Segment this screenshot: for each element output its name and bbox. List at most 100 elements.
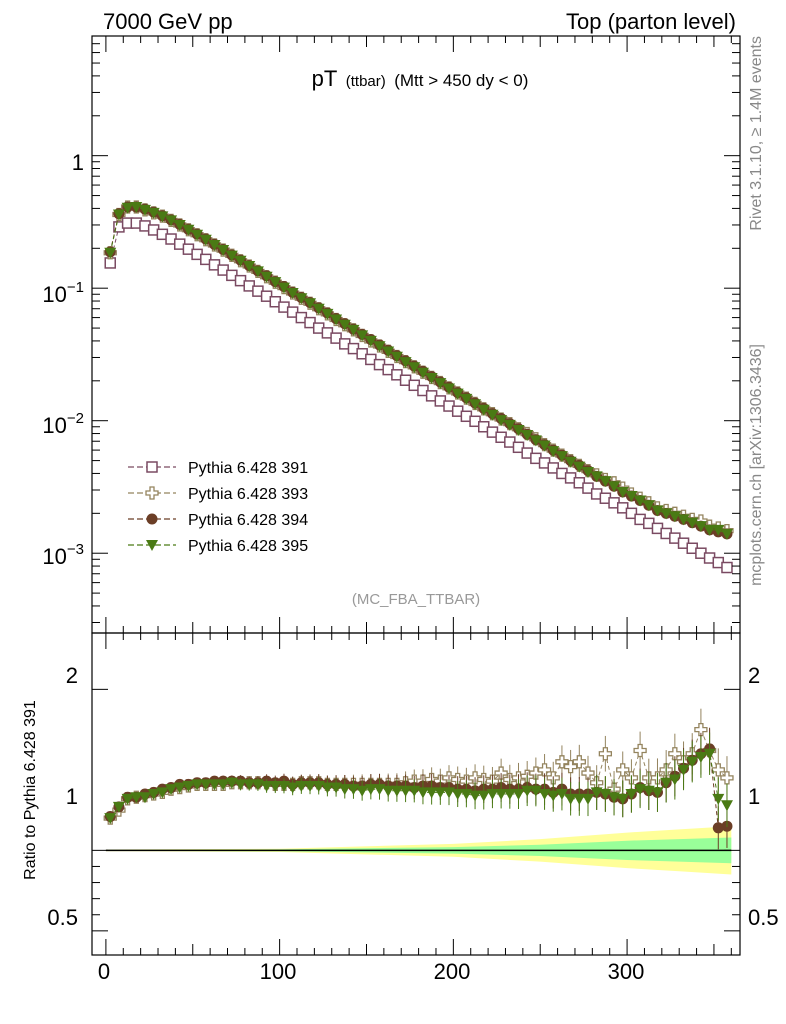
ratio-data-point bbox=[251, 779, 264, 791]
main-y-tick-label-0.1: 10−1 bbox=[42, 279, 84, 307]
ratio-data-point bbox=[356, 785, 369, 797]
ratio-data-point bbox=[208, 779, 221, 791]
ratio-data-point bbox=[460, 789, 473, 800]
ratio-data-point bbox=[469, 790, 482, 802]
main-data-point bbox=[625, 491, 638, 503]
ratio-data-point bbox=[503, 789, 516, 800]
ratio-data-point bbox=[434, 787, 447, 799]
ratio-data-point bbox=[330, 782, 343, 794]
main-data-point bbox=[512, 441, 525, 454]
main-data-point bbox=[165, 215, 178, 227]
legend-marker bbox=[146, 540, 158, 551]
ratio-data-point bbox=[138, 792, 151, 804]
main-data-point bbox=[399, 357, 412, 369]
ratio-data-point bbox=[295, 780, 308, 792]
ratio-y-tick-label-left-2: 2 bbox=[66, 663, 78, 688]
ratio-data-point bbox=[260, 780, 273, 792]
ratio-data-point bbox=[537, 763, 552, 777]
main-data-point bbox=[338, 319, 351, 331]
ratio-data-point bbox=[199, 779, 212, 791]
main-data-point bbox=[173, 219, 186, 231]
ratio-data-point bbox=[494, 766, 508, 780]
main-data-point bbox=[625, 507, 638, 520]
x-tick-label-200: 200 bbox=[434, 959, 471, 984]
ratio-data-point bbox=[555, 789, 568, 800]
ratio-data-point bbox=[581, 793, 594, 805]
main-data-point bbox=[538, 440, 551, 452]
ratio-data-point bbox=[156, 787, 169, 799]
ratio-y-tick-label-left-1: 1 bbox=[66, 784, 78, 809]
legend-marker bbox=[146, 513, 158, 525]
rivet-label: Rivet 3.1.10, ≥ 1.4M events bbox=[748, 36, 765, 231]
main-plot bbox=[91, 35, 741, 634]
ratio-data-point bbox=[364, 784, 377, 796]
main-data-point bbox=[295, 293, 308, 305]
ratio-data-point bbox=[182, 780, 195, 792]
main-data-point bbox=[269, 277, 282, 289]
ratio-data-point bbox=[711, 763, 725, 777]
ratio-data-point bbox=[694, 722, 708, 737]
ratio-data-point bbox=[112, 801, 125, 813]
ratio-data-point bbox=[529, 766, 543, 780]
ratio-data-point bbox=[563, 759, 578, 774]
main-data-point bbox=[416, 367, 429, 379]
ratio-data-point bbox=[634, 784, 647, 796]
ratio-data-point bbox=[720, 800, 733, 812]
main-data-point bbox=[217, 245, 230, 257]
main-data-point bbox=[225, 250, 238, 262]
main-data-point bbox=[321, 308, 334, 320]
main-data-point bbox=[451, 388, 464, 400]
main-data-point bbox=[390, 351, 403, 363]
main-data-point bbox=[634, 495, 647, 507]
ratio-data-point bbox=[581, 766, 595, 780]
plot-title-cond: (Mtt > 450 dy < 0) bbox=[394, 71, 528, 90]
ratio-data-point bbox=[495, 789, 508, 800]
plot-title-sub: (ttbar) bbox=[346, 73, 386, 90]
main-data-point bbox=[529, 435, 542, 447]
legend-label: Pythia 6.428 391 bbox=[188, 460, 308, 477]
main-y-tick-label-1: 1 bbox=[72, 150, 84, 175]
main-data-point bbox=[660, 508, 673, 520]
ratio-data-point bbox=[173, 782, 186, 794]
ratio-data-point bbox=[572, 755, 586, 769]
main-data-point bbox=[582, 482, 594, 494]
ratio-data-point bbox=[512, 789, 525, 800]
header-right: Top (parton level) bbox=[566, 9, 736, 34]
legend-marker bbox=[145, 486, 159, 500]
main-data-point bbox=[330, 332, 342, 344]
main-data-point bbox=[251, 266, 264, 278]
ratio-data-point bbox=[399, 785, 412, 797]
ratio-data-point bbox=[312, 780, 325, 792]
ratio-data-point bbox=[668, 747, 682, 761]
ratio-data-point bbox=[347, 784, 360, 796]
ratio-y-tick-labels: 2 1 0.5 2 1 0.5 bbox=[47, 663, 778, 930]
ratio-y-tick-label-right-2: 2 bbox=[748, 663, 760, 688]
plot-title-main: pT bbox=[312, 66, 338, 91]
main-data-point bbox=[330, 314, 343, 326]
main-y-tick-label-0.01: 10−2 bbox=[42, 410, 84, 438]
ratio-data-point bbox=[590, 787, 603, 799]
main-data-point bbox=[286, 287, 299, 299]
ratio-data-point bbox=[686, 756, 699, 768]
main-data-point bbox=[425, 373, 438, 385]
ratio-data-point bbox=[225, 777, 238, 789]
main-data-point bbox=[130, 201, 143, 213]
ratio-data-point bbox=[104, 813, 117, 825]
main-data-point bbox=[469, 399, 482, 411]
ratio-data-point bbox=[712, 822, 724, 834]
ratio-data-point bbox=[538, 789, 551, 800]
ratio-y-tick-label-right-0.5: 0.5 bbox=[748, 905, 779, 930]
ratio-data-point bbox=[321, 782, 334, 794]
main-series-4 bbox=[104, 201, 733, 540]
main-data-point bbox=[304, 298, 317, 310]
ratio-frame bbox=[91, 632, 741, 956]
main-data-point bbox=[477, 404, 490, 416]
main-data-point bbox=[616, 486, 629, 498]
ratio-data-point bbox=[521, 785, 534, 797]
ratio-data-point bbox=[408, 785, 421, 797]
ratio-data-point bbox=[642, 785, 655, 797]
ratio-data-point bbox=[555, 755, 569, 769]
main-data-point bbox=[277, 282, 290, 294]
main-data-point bbox=[408, 362, 421, 374]
